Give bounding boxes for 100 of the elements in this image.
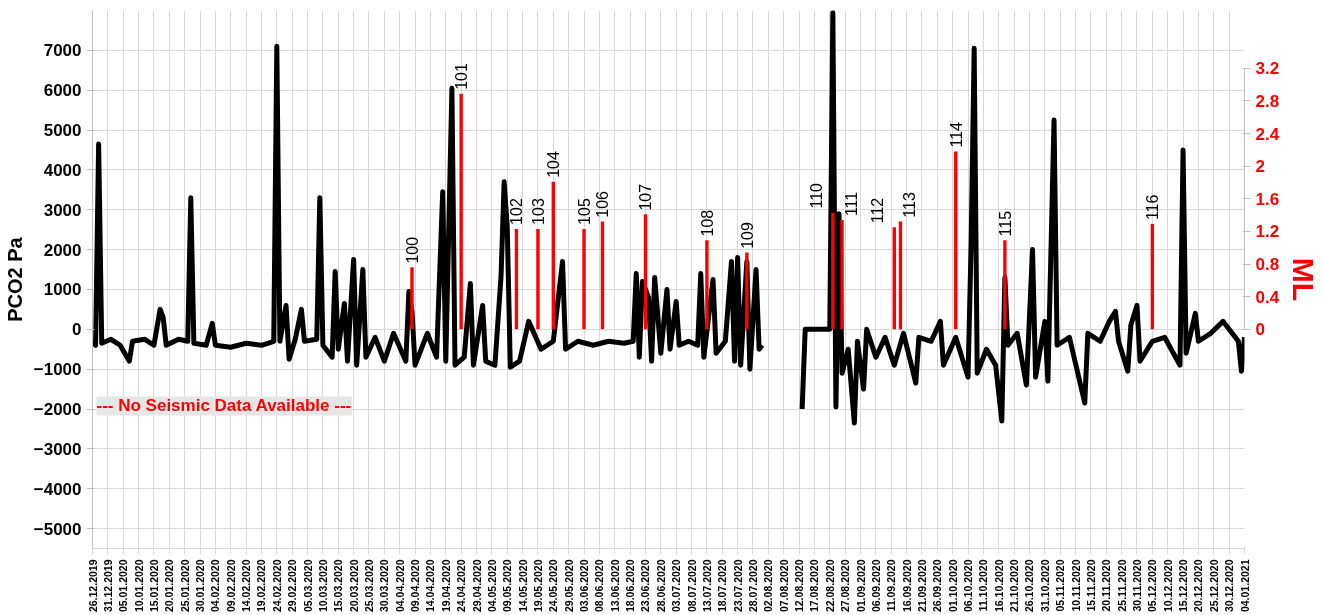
y2-tick-label: 2.8 <box>1255 91 1280 111</box>
x-tick-label: 23.06.2020 <box>639 559 652 613</box>
x-tick-label: 14.04.2020 <box>424 559 437 613</box>
x-tick-label: 27.08.2020 <box>839 559 852 613</box>
y2-tick-label: 0.4 <box>1255 287 1280 307</box>
x-tick-label: 28.06.2020 <box>654 559 667 613</box>
x-tick-label: 20.01.2020 <box>163 559 176 613</box>
bar <box>745 252 749 330</box>
x-tick-label: 05.12.2020 <box>1146 559 1159 613</box>
x-tick-label: 06.09.2020 <box>869 559 882 613</box>
annotation: 101 <box>453 62 471 90</box>
annotation: 107 <box>637 183 655 211</box>
x-tick-label: 19.05.2020 <box>531 559 544 613</box>
x-tick-label: 09.04.2020 <box>409 559 422 613</box>
y2-tick-label: 0.8 <box>1255 255 1280 275</box>
x-tick-label: 20.12.2020 <box>1192 559 1205 613</box>
x-tick-label: 22.08.2020 <box>823 559 836 613</box>
x-tick-label: 31.12.2019 <box>101 559 114 613</box>
y2-tick-label: 1.6 <box>1255 189 1280 209</box>
y-tick-label: 4000 <box>43 160 82 180</box>
x-tick-label: 29.04.2020 <box>470 559 483 613</box>
bar <box>705 240 709 330</box>
x-tick-label: 15.12.2020 <box>1177 559 1190 613</box>
x-tick-label: 15.03.2020 <box>332 559 345 613</box>
x-tick-label: 11.10.2020 <box>977 559 990 612</box>
annotation: 115 <box>996 210 1014 237</box>
annotation: 112 <box>869 197 887 224</box>
annotation: 100 <box>403 236 421 264</box>
x-tick-label: 16.09.2020 <box>900 559 913 613</box>
y-tick-label: −3000 <box>33 439 82 459</box>
x-tick-label: 05.01.2020 <box>117 559 130 613</box>
annotation: 104 <box>545 151 563 178</box>
x-tick-label: 05.11.2020 <box>1054 559 1067 612</box>
y2-tick-label: 2.4 <box>1255 124 1280 144</box>
annotation: 109 <box>738 222 756 249</box>
x-tick-label: 14.02.2020 <box>240 559 253 613</box>
x-tick-label: 09.02.2020 <box>224 559 237 613</box>
x-tick-label: 23.07.2020 <box>731 559 744 613</box>
y-tick-label: 1000 <box>43 280 82 300</box>
annotation: --- No Seismic Data Available --- <box>96 396 352 416</box>
annotation: 108 <box>698 209 716 237</box>
x-tick-label: 24.02.2020 <box>270 559 283 613</box>
x-tick-label: 13.06.2020 <box>608 559 621 613</box>
x-tick-label: 17.08.2020 <box>808 559 821 613</box>
x-tick-label: 25.01.2020 <box>178 559 191 613</box>
bar <box>840 219 844 330</box>
x-tick-label: 04.04.2020 <box>393 559 406 613</box>
x-tick-label: 26.10.2020 <box>1023 559 1036 613</box>
x-tick-label: 21.09.2020 <box>915 559 928 613</box>
annotation: 116 <box>1144 194 1162 221</box>
x-tick-label: 10.01.2020 <box>132 559 145 613</box>
x-tick-label: 01.10.2020 <box>946 559 959 613</box>
annotation: 106 <box>594 190 612 218</box>
y-tick-label: 0 <box>72 320 82 340</box>
y2-tick-label: 0 <box>1255 320 1265 340</box>
x-tick-label: 24.04.2020 <box>455 559 468 613</box>
x-tick-label: 02.08.2020 <box>762 559 775 613</box>
x-tick-label: 30.11.2020 <box>1130 559 1143 612</box>
x-tick-label: 03.06.2020 <box>578 559 591 613</box>
x-tick-label: 25.11.2020 <box>1115 559 1128 612</box>
x-tick-label: 10.12.2020 <box>1161 559 1174 613</box>
x-tick-label: 18.06.2020 <box>624 559 637 613</box>
x-tick-label: 06.10.2020 <box>962 559 975 613</box>
bar <box>536 228 540 330</box>
x-tick-label: 09.05.2020 <box>501 559 514 613</box>
x-tick-label: 11.09.2020 <box>885 559 898 612</box>
y-tick-label: 6000 <box>43 81 82 101</box>
x-tick-label: 05.03.2020 <box>301 559 314 613</box>
x-tick-label: 20.11.2020 <box>1100 559 1113 612</box>
y2-tick-label: 3.2 <box>1255 59 1280 79</box>
x-tick-label: 04.01.2021 <box>1238 559 1251 613</box>
x-tick-label: 28.07.2020 <box>746 559 759 613</box>
annotation: 113 <box>901 192 919 218</box>
y-tick-label: 2000 <box>43 240 82 260</box>
bar <box>410 267 414 330</box>
bar <box>459 93 463 330</box>
x-tick-label: 10.11.2020 <box>1069 559 1082 612</box>
y2-axis-title: ML <box>1287 257 1321 302</box>
x-tick-label: 29.05.2020 <box>562 559 575 613</box>
annotation: 105 <box>576 198 594 225</box>
y-axis-title: PCO2 Pa <box>3 236 26 322</box>
x-tick-label: 04.05.2020 <box>485 559 498 613</box>
y-tick-label: 7000 <box>43 41 82 61</box>
x-tick-label: 18.07.2020 <box>716 559 729 613</box>
x-tick-label: 25.12.2020 <box>1207 559 1220 613</box>
x-tick-label: 04.02.2020 <box>209 559 222 613</box>
x-tick-label: 19.02.2020 <box>255 559 268 613</box>
x-tick-label: 31.10.2020 <box>1038 559 1051 613</box>
x-tick-label: 30.12.2020 <box>1223 559 1236 613</box>
x-tick-label: 19.04.2020 <box>439 559 452 613</box>
x-tick-label: 15.11.2020 <box>1084 559 1097 612</box>
x-tick-label: 26.12.2019 <box>86 559 99 613</box>
y-tick-label: 3000 <box>43 200 82 220</box>
annotation: 103 <box>529 198 547 225</box>
x-tick-label: 16.10.2020 <box>992 559 1005 613</box>
y-tick-label: −5000 <box>33 519 82 539</box>
x-tick-label: 01.09.2020 <box>854 559 867 613</box>
annotation: 102 <box>508 198 526 225</box>
y2-tick-label: 2 <box>1255 157 1265 177</box>
y-tick-label: −2000 <box>33 400 82 420</box>
